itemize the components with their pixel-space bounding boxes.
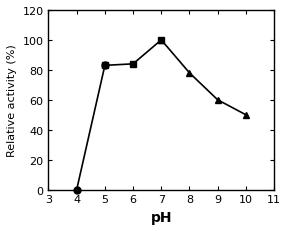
- X-axis label: pH: pH: [151, 210, 172, 224]
- Y-axis label: Relative activity (%): Relative activity (%): [7, 44, 17, 156]
